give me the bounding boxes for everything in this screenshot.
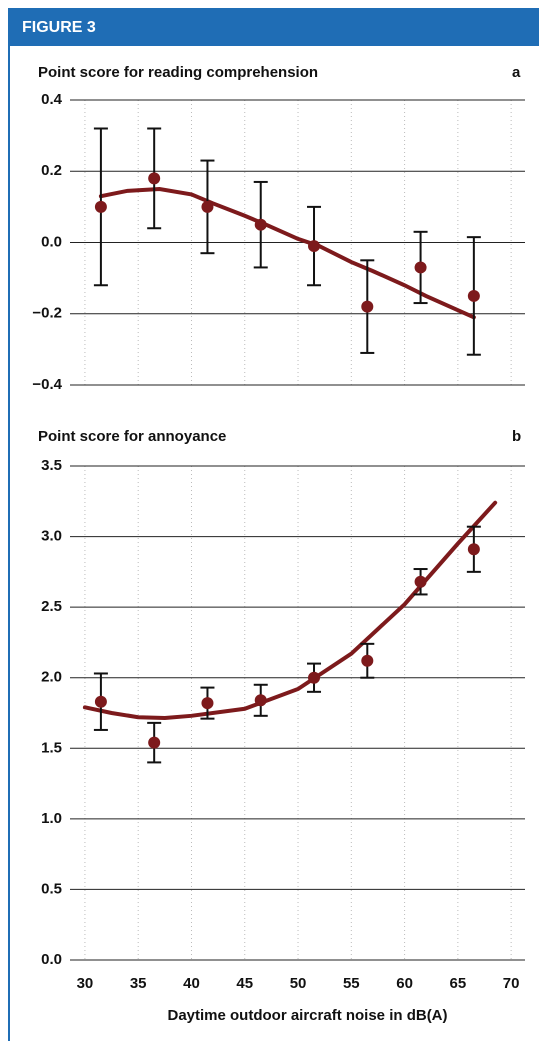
y-tick-label: −0.2 xyxy=(32,305,62,322)
panel-title: Point score for annoyance xyxy=(38,428,226,445)
x-tick-label: 40 xyxy=(183,975,200,992)
x-tick-label: 35 xyxy=(130,975,147,992)
fit-curve xyxy=(98,187,476,320)
y-tick-label: 0.5 xyxy=(41,880,62,897)
data-point xyxy=(201,697,214,710)
data-point xyxy=(254,694,267,707)
panel-label: b xyxy=(512,428,521,445)
data-point xyxy=(467,543,480,556)
data-point xyxy=(201,200,214,213)
y-tick-label: 0.0 xyxy=(41,233,62,250)
x-tick-label: 60 xyxy=(396,975,413,992)
fit-curve xyxy=(82,500,498,720)
figure-title: FIGURE 3 xyxy=(22,19,96,36)
data-point xyxy=(361,300,374,313)
data-point xyxy=(414,575,427,588)
x-tick-label: 70 xyxy=(503,975,520,992)
y-tick-label: 0.4 xyxy=(41,91,63,108)
data-point xyxy=(148,172,161,185)
y-tick-label: 2.0 xyxy=(41,669,62,686)
data-point xyxy=(467,289,480,302)
panel-title: Point score for reading comprehension xyxy=(38,64,318,81)
header-bar xyxy=(8,8,539,46)
y-tick-label: 0.2 xyxy=(41,162,62,179)
panel-label: a xyxy=(512,64,521,81)
y-tick-label: 3.5 xyxy=(41,457,62,474)
y-tick-label: 1.5 xyxy=(41,739,62,756)
data-point xyxy=(308,671,321,684)
x-tick-label: 55 xyxy=(343,975,360,992)
data-point xyxy=(361,654,374,667)
y-tick-label: 0.0 xyxy=(41,951,62,968)
y-tick-label: 2.5 xyxy=(41,598,62,615)
y-tick-label: 1.0 xyxy=(41,810,62,827)
x-tick-label: 45 xyxy=(236,975,253,992)
y-tick-label: −0.4 xyxy=(32,376,62,393)
x-tick-label: 50 xyxy=(290,975,307,992)
data-point xyxy=(254,218,267,231)
x-axis-label: Daytime outdoor aircraft noise in dB(A) xyxy=(167,1007,447,1024)
y-tick-label: 3.0 xyxy=(41,528,62,545)
data-point xyxy=(94,200,107,213)
x-tick-label: 65 xyxy=(450,975,467,992)
data-point xyxy=(414,261,427,274)
data-point xyxy=(94,695,107,708)
data-point xyxy=(148,736,161,749)
data-point xyxy=(308,240,321,253)
x-tick-label: 30 xyxy=(77,975,94,992)
